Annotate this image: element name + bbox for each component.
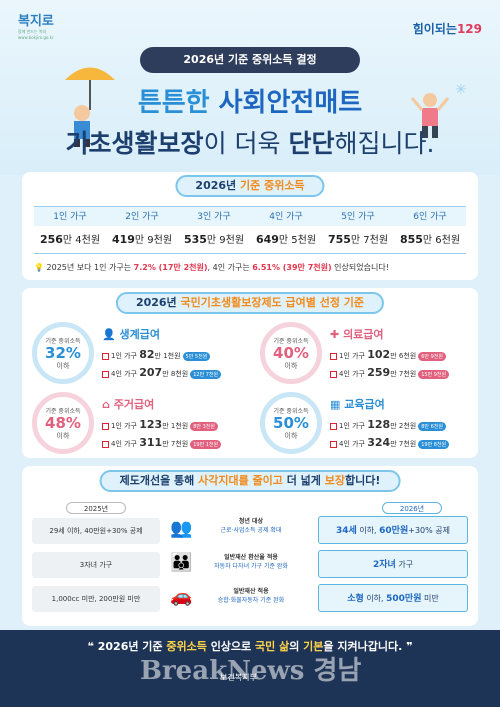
- bokjiro-logo[interactable]: 복지로 함께 만드는 복지 www.bokjiro.go.kr: [18, 14, 54, 40]
- reform-mid-2: 일반재산 환산율 적용 자동차 다자녀 가구 기준 완화: [214, 554, 288, 570]
- family-icon: 👪: [170, 552, 193, 573]
- reform-mid-1: 청년 대상 근로·사업소득 공제 확대: [220, 518, 282, 534]
- hotline-129-logo[interactable]: 힘이되는129: [412, 22, 482, 36]
- income-value: 755만 7천원: [322, 226, 394, 254]
- house-icon: ⌂: [102, 398, 110, 411]
- income-value: 256만 4천원: [34, 226, 106, 254]
- check-icon: [102, 352, 109, 360]
- check-icon: [330, 352, 337, 360]
- check-icon: [330, 440, 337, 448]
- reform-title: 제도개선을 통해 사각지대를 줄이고 더 넓게 보장합니다!: [99, 470, 401, 492]
- year-2025-label: 2025년: [66, 502, 126, 514]
- income-header: 6인 가구: [394, 206, 466, 226]
- reform-card: 제도개선을 통해 사각지대를 줄이고 더 넓게 보장합니다! 2025년 202…: [22, 466, 478, 626]
- housing-percent-circle: 기준 중위소득 48% 이하: [32, 392, 94, 454]
- check-icon: [102, 370, 109, 378]
- check-icon: [102, 422, 109, 430]
- sparkle-icon: ✳: [455, 82, 467, 98]
- income-value: 649만 5천원: [250, 226, 322, 254]
- benefit-criteria-card: 2026년 국민기초생활보장제도 급여별 선정 기준 기준 중위소득 32% 이하 …: [22, 288, 478, 458]
- income-header: 5인 가구: [322, 206, 394, 226]
- education-percent-circle: 기준 중위소득 50% 이하: [260, 392, 322, 454]
- income-header: 4인 가구: [250, 206, 322, 226]
- income-header: 2인 가구: [106, 206, 178, 226]
- title-pill: 2026년 기준 중위소득 결정: [140, 47, 360, 73]
- income-value: 419만 9천원: [106, 226, 178, 254]
- benefits-title: 2026년 국민기초생활보장제도 급여별 선정 기준: [115, 292, 385, 314]
- reform-mid-3: 일반재산 적용 승합·화물자동차 기준 완화: [217, 588, 285, 604]
- check-icon: [102, 440, 109, 448]
- medical-percent-circle: 기준 중위소득 40% 이하: [260, 322, 322, 384]
- check-icon: [330, 370, 337, 378]
- year-2026-label: 2026년: [382, 502, 442, 514]
- reform-new-1: 34세 이하, 60만원+30% 공제: [318, 516, 468, 544]
- child-cheering-illustration: [410, 93, 450, 138]
- youth-icon: 👥: [170, 518, 193, 539]
- reform-old-2: 3자녀 가구: [32, 552, 160, 578]
- income-value: 535만 9천원: [178, 226, 250, 254]
- medical-icon: ✚: [330, 328, 340, 341]
- footer: ❝ 2026년 기준 중위소득 인상으로 국민 삶의 기본을 지켜나갑니다. ❞…: [0, 630, 500, 707]
- income-title: 2026년 기준 중위소득: [175, 175, 325, 197]
- footer-slogan: ❝ 2026년 기준 중위소득 인상으로 국민 삶의 기본을 지켜나갑니다. ❞: [87, 640, 413, 653]
- livelihood-percent-circle: 기준 중위소득 32% 이하: [32, 322, 94, 384]
- reform-old-1: 29세 이하, 40만원+30% 공제: [32, 518, 160, 544]
- watermark: BreakNews 경남: [140, 656, 362, 686]
- headline-line1: 튼튼한 사회안전매트: [137, 88, 363, 118]
- check-icon: [330, 422, 337, 430]
- reform-new-3: 소형 이하, 500만원 미만: [318, 584, 468, 612]
- income-value: 855만 6천원: [394, 226, 466, 254]
- car-icon: 🚗: [170, 586, 193, 607]
- reform-new-2: 2자녀 가구: [318, 550, 468, 578]
- median-income-card: 2026년 기준 중위소득 1인 가구 2인 가구 3인 가구 4인 가구 5인…: [22, 172, 478, 280]
- income-header: 3인 가구: [178, 206, 250, 226]
- ministry-logo[interactable]: 보건복지부: [220, 673, 257, 682]
- income-header: 1인 가구: [34, 206, 106, 226]
- child-umbrella-illustration: [65, 67, 115, 147]
- benefit-housing: 기준 중위소득 48% 이하 ⌂ 주거급여 1인 가구 123만 1천원 8만 3천원…: [32, 392, 242, 462]
- benefit-medical: 기준 중위소득 40% 이하 ✚ 의료급여 1인 가구 102만 6천원 6만 9천원…: [260, 322, 470, 392]
- person-icon: 👤: [102, 328, 116, 341]
- hero: [0, 0, 500, 175]
- school-icon: ▦: [330, 398, 341, 411]
- benefit-education: 기준 중위소득 50% 이하 ▦ 교육급여 1인 가구 128만 2천원 8만 6천원…: [260, 392, 470, 462]
- reform-old-3: 1,000cc 미만, 200만원 미만: [32, 586, 160, 612]
- income-table: 1인 가구 2인 가구 3인 가구 4인 가구 5인 가구 6인 가구 256만…: [34, 206, 466, 254]
- headline-line2: 기초생활보장이 더욱 단단해집니다.: [65, 129, 435, 158]
- benefit-livelihood: 기준 중위소득 32% 이하 👤 생계급여 1인 가구 82만 1천원 5만 5천원 …: [32, 322, 242, 392]
- income-increase-note: 💡 2025년 보다 1인 가구는 7.2% (17만 2천원), 4인 가구는…: [34, 263, 389, 272]
